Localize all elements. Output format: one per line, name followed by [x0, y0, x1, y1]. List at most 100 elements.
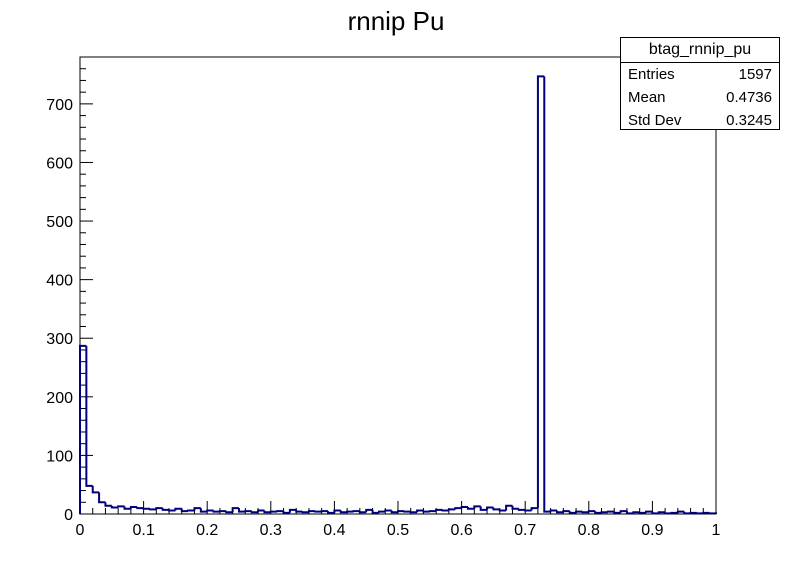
stats-box: btag_rnnip_pu Entries 1597 Mean 0.4736 S… [620, 37, 780, 130]
histogram-bin [549, 509, 557, 512]
histogram-bin [168, 509, 176, 512]
histogram-bin [352, 510, 360, 513]
histogram-bin [645, 510, 653, 513]
histogram-bin [327, 511, 335, 514]
histogram-bin [397, 510, 405, 513]
histogram-bin [492, 507, 500, 511]
histogram-bin [212, 510, 220, 513]
histogram-bin [657, 511, 666, 514]
histogram-bin [307, 510, 316, 513]
histogram-bin [193, 507, 201, 511]
histogram-bin [511, 505, 519, 510]
histogram-bin [320, 510, 329, 513]
histogram-bin [155, 507, 163, 510]
histogram-bin [371, 509, 379, 514]
y-tick-label: 200 [46, 390, 73, 407]
histogram-bin [180, 508, 189, 513]
histogram-bin [594, 511, 602, 514]
histogram-bin [422, 510, 430, 513]
histogram-bin [174, 507, 182, 511]
x-tick-label: 1 [712, 522, 721, 539]
histogram-bin [575, 510, 583, 513]
histogram-bin [403, 510, 411, 513]
histogram-bin [231, 507, 239, 513]
histogram-bin [314, 510, 322, 513]
histogram-bin [587, 510, 596, 513]
histogram-bin [384, 509, 392, 512]
stats-row-entries: Entries 1597 [621, 63, 779, 86]
histogram-bin [276, 510, 284, 513]
histogram-bin [428, 510, 437, 513]
histogram-bin [79, 344, 87, 514]
histogram-bin [199, 508, 208, 513]
histogram-bin [416, 509, 424, 513]
histogram-bin [695, 512, 704, 515]
histogram-bin [702, 511, 710, 514]
x-tick-label: 0.9 [641, 522, 663, 539]
histogram-bin [117, 505, 125, 508]
chart-title: rnnip Pu [348, 6, 445, 36]
histogram-bin [638, 511, 647, 514]
histogram-bin [454, 507, 462, 510]
histogram-bin [460, 505, 468, 509]
histogram-bin [689, 511, 697, 514]
histogram-bin [683, 511, 691, 515]
histogram-bin [568, 511, 577, 514]
histogram-bin [530, 507, 538, 511]
histogram-bin [358, 511, 367, 514]
histogram-bin [409, 511, 418, 514]
histogram-bin [269, 510, 278, 513]
stats-label: Std Dev [628, 112, 682, 129]
histogram-bin [365, 508, 373, 513]
histogram-bin [148, 508, 157, 511]
y-tick-label: 300 [46, 331, 73, 348]
histogram-bin [238, 508, 246, 513]
histogram-bin [498, 509, 507, 512]
histogram-bin [333, 509, 341, 513]
y-tick-label: 0 [64, 507, 73, 524]
histogram-bin [295, 509, 303, 513]
histogram-bin [664, 512, 672, 515]
stats-value: 0.4736 [726, 89, 772, 106]
histogram-bin [486, 506, 494, 510]
histogram-bin [632, 511, 640, 514]
y-tick-label: 600 [46, 155, 73, 172]
histogram-bin [244, 510, 252, 513]
histogram-bin [346, 510, 354, 513]
histogram-bin [619, 510, 627, 513]
histogram-bin [218, 510, 227, 513]
histogram-bin [142, 507, 150, 510]
histogram-bin [517, 508, 526, 511]
histogram-bin [581, 511, 589, 514]
histogram-bin [562, 510, 570, 513]
histogram-bin [600, 511, 608, 514]
histogram-bin [505, 504, 513, 511]
x-tick-label: 0.7 [514, 522, 536, 539]
histogram-bin [206, 509, 214, 512]
histogram-bin [123, 506, 131, 510]
histogram-bin [104, 502, 112, 507]
histogram-bin [85, 345, 93, 487]
y-tick-label: 100 [46, 448, 73, 465]
x-tick-label: 0.8 [578, 522, 600, 539]
histogram-bin [670, 511, 678, 514]
histogram-bin [613, 511, 621, 514]
histogram-bin [250, 511, 259, 514]
y-tick-label: 700 [46, 97, 73, 114]
stats-label: Entries [628, 66, 675, 83]
histogram-bin [390, 510, 398, 514]
histogram-bin [708, 512, 717, 515]
histogram-bin [257, 509, 265, 513]
x-tick-label: 0.3 [260, 522, 282, 539]
histogram-bin [377, 510, 386, 513]
histogram-bin [187, 509, 195, 512]
x-tick-label: 0.4 [323, 522, 345, 539]
histogram-bin [625, 511, 634, 515]
x-tick-label: 0 [76, 522, 85, 539]
histogram-bins [79, 75, 717, 515]
histogram-bin [524, 509, 532, 512]
x-tick-label: 0.2 [196, 522, 218, 539]
x-tick-label: 0.6 [450, 522, 472, 539]
histogram-bin [676, 510, 685, 513]
